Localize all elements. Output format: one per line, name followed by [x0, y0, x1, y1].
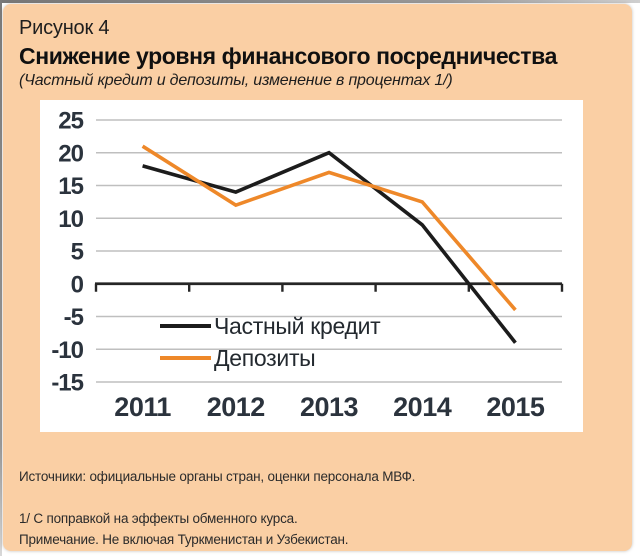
figure-footer: Источники: официальные органы стран, оце… [19, 469, 612, 551]
x-tick-label: 2015 [486, 392, 545, 422]
y-tick-label: -5 [64, 304, 84, 331]
x-tick-label: 2014 [393, 392, 452, 422]
y-tick-label: 20 [58, 140, 83, 167]
series-line-1 [141, 144, 517, 312]
chart-legend: Частный кредит Депозиты [160, 310, 381, 374]
y-tick-label: 15 [58, 173, 83, 200]
y-tick-label: 10 [58, 206, 83, 233]
sources-text: Источники: официальные органы стран, оце… [19, 469, 416, 484]
figure-number: Рисунок 4 [19, 17, 110, 39]
legend-item-private-credit: Частный кредит [160, 310, 381, 342]
figure-card: Рисунок 4 Снижение уровня финансового по… [3, 4, 632, 551]
y-tick-label: -10 [51, 337, 83, 364]
legend-label-private-credit: Частный кредит [214, 312, 381, 339]
x-tick-label: 2013 [300, 392, 359, 422]
line-swatch-deposits [160, 356, 211, 360]
series-line-0 [142, 150, 517, 344]
legend-item-deposits: Депозиты [160, 342, 380, 374]
y-tick-label: -15 [51, 370, 83, 397]
x-tick-label: 2012 [207, 392, 265, 422]
y-tick-label: 5 [71, 239, 84, 266]
line-swatch-private-credit [160, 324, 211, 328]
chart-area: 25 20 15 10 5 0 -5 -10 -15 2011 2012 2013 2014 2015 Ч… [40, 100, 583, 432]
footnote-2: Примечание. Не включая Туркменистан и Уз… [19, 531, 349, 547]
figure-title: Снижение уровня финансового посредничест… [19, 43, 557, 69]
figure-header: Рисунок 4 Снижение уровня финансового по… [3, 4, 632, 90]
figure-subtitle: (Частный кредит и депозиты, изменение в … [19, 72, 453, 90]
page-left-border [0, 0, 2, 556]
y-tick-label: 0 [71, 271, 84, 298]
footnote-1: 1/ С поправкой на эффекты обменного курс… [19, 511, 298, 526]
legend-label-deposits: Депозиты [214, 344, 316, 371]
x-tick-label: 2011 [114, 392, 171, 422]
y-tick-label: 25 [58, 108, 83, 135]
page-top-border [0, 0, 640, 3]
